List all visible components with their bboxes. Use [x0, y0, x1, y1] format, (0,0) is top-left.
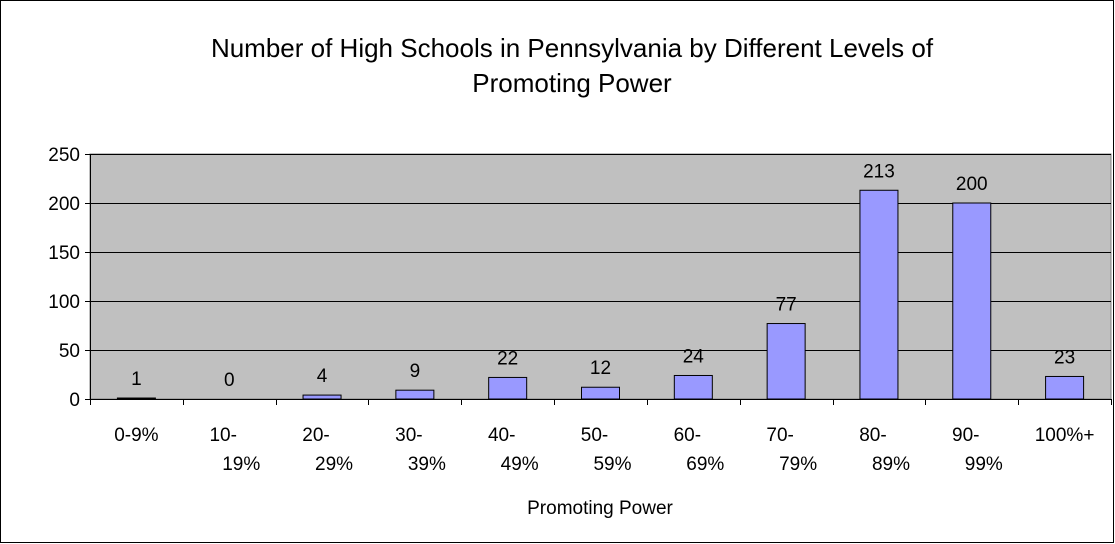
x-tick-label: 40-49%	[488, 425, 539, 475]
data-label: 200	[956, 174, 988, 195]
x-tick-label-line: 79%	[779, 454, 817, 475]
x-tick-label-line: 40-	[488, 425, 515, 446]
data-label: 24	[683, 346, 705, 367]
x-tick-label-line: 60-	[674, 425, 701, 446]
x-tick-label-line: 99%	[965, 454, 1003, 475]
y-tick-label: 100	[48, 292, 80, 313]
x-tick-label-line: 39%	[408, 454, 446, 475]
x-tick-label-line: 80-	[859, 425, 886, 446]
x-tick-label-line: 10-	[209, 425, 236, 446]
x-tick-label-line: 19%	[222, 454, 260, 475]
data-label: 9	[410, 361, 421, 382]
data-label: 23	[1054, 347, 1075, 368]
chart-title-line: Promoting Power	[472, 68, 672, 98]
axes	[85, 154, 1112, 405]
x-tick-label-line: 30-	[395, 425, 422, 446]
x-tick-label: 20-29%	[302, 425, 353, 475]
x-tick-label-line: 70-	[766, 425, 793, 446]
y-tick-label: 0	[69, 390, 80, 411]
chart-title: Number of High Schools in Pennsylvania b…	[211, 33, 934, 98]
y-axis-tick-labels: 0 50 100 150 200 250	[48, 145, 80, 411]
data-label: 4	[317, 366, 328, 387]
x-tick-label-line: 90-	[952, 425, 979, 446]
y-tick-label: 200	[48, 194, 80, 215]
bar	[766, 323, 806, 400]
x-axis-title: Promoting Power	[527, 498, 673, 519]
bar	[488, 376, 528, 400]
data-label: 12	[590, 358, 611, 379]
x-tick-label-line: 20-	[302, 425, 329, 446]
x-tick-label: 10-19%	[209, 425, 260, 475]
data-labels: 1 0 4 9 22 12 24 77 213 200 23	[131, 161, 1075, 391]
chart-title-line: Number of High Schools in Pennsylvania b…	[211, 33, 934, 63]
data-label: 22	[497, 348, 518, 369]
x-tick-label-line: 50-	[581, 425, 608, 446]
bar	[1045, 375, 1085, 400]
x-tick-label: 0-9%	[114, 425, 158, 446]
y-tick-label: 150	[48, 243, 80, 264]
bar	[952, 202, 992, 400]
x-tick-label: 50-59%	[581, 425, 632, 475]
data-label: 213	[863, 161, 895, 182]
x-tick-label-line: 49%	[501, 454, 539, 475]
bar	[673, 374, 713, 400]
x-tick-label-line: 0-9%	[114, 425, 158, 446]
x-tick-label: 70-79%	[766, 425, 817, 475]
x-tick-label: 100%+	[1035, 425, 1095, 446]
y-tick-label: 250	[48, 145, 80, 166]
bar	[395, 389, 435, 400]
x-tick-label-line: 100%+	[1035, 425, 1095, 446]
x-tick-label-line: 69%	[686, 454, 724, 475]
bar	[859, 189, 899, 400]
x-tick-label-line: 89%	[872, 454, 910, 475]
data-label: 77	[776, 295, 797, 316]
x-tick-label: 30-39%	[395, 425, 446, 475]
bar	[302, 394, 342, 400]
x-tick-label: 60-69%	[674, 425, 725, 475]
x-tick-label-line: 59%	[593, 454, 631, 475]
x-axis-tick-labels: 0-9% 10-19%20-29%30-39%40-49%50-59%60-69%…	[114, 425, 1094, 475]
bar	[581, 386, 620, 400]
bars	[116, 189, 1085, 400]
bar	[116, 397, 156, 400]
plot-area	[89, 153, 1112, 400]
data-label: 1	[131, 369, 142, 390]
data-label: 0	[224, 370, 235, 391]
x-tick-label-line: 29%	[315, 454, 353, 475]
x-tick-label: 80-89%	[859, 425, 910, 475]
x-tick-label: 90-99%	[952, 425, 1003, 475]
y-tick-label: 50	[59, 341, 80, 362]
gridlines	[90, 154, 1111, 351]
